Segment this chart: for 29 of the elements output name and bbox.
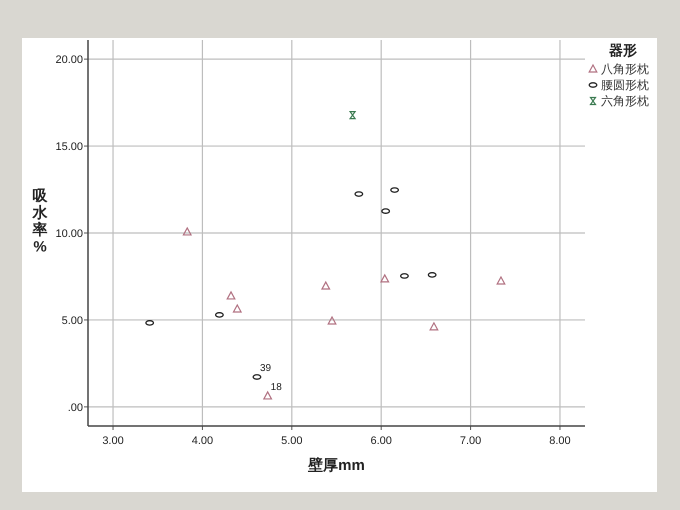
y-tick-label: 10.00 <box>55 228 83 240</box>
x-tick-label: 8.00 <box>549 435 571 447</box>
annotation: 39 <box>260 362 272 374</box>
x-tick-label: 3.00 <box>102 435 124 447</box>
legend-title: 器形 <box>609 43 637 59</box>
x-tick-label: 4.00 <box>192 435 214 447</box>
legend-label: 腰圆形枕 <box>601 78 649 92</box>
point <box>349 111 356 120</box>
point <box>380 274 390 283</box>
point <box>321 281 330 290</box>
y-tick-label: 15.00 <box>55 141 83 154</box>
point <box>430 322 438 330</box>
annotation: 18 <box>270 382 282 393</box>
point <box>328 316 336 325</box>
y-tick-label: .00 <box>68 402 83 414</box>
point <box>232 304 242 313</box>
point <box>263 391 272 400</box>
x-tick-label: 6.00 <box>370 435 392 447</box>
legend-label: 八角形枕 <box>601 62 649 76</box>
y-tick-label: 20.00 <box>55 54 83 66</box>
x-tick-label: 5.00 <box>281 435 303 447</box>
legend-label: 六角形枕 <box>601 94 649 108</box>
x-axis-title: 壁厚mm <box>307 456 365 474</box>
point <box>496 276 506 285</box>
x-tick-label: 7.00 <box>460 435 482 447</box>
y-axis-title: 吸水率% <box>32 188 48 256</box>
point <box>226 291 236 300</box>
y-tick-label: 5.00 <box>62 314 83 327</box>
point <box>182 227 192 236</box>
